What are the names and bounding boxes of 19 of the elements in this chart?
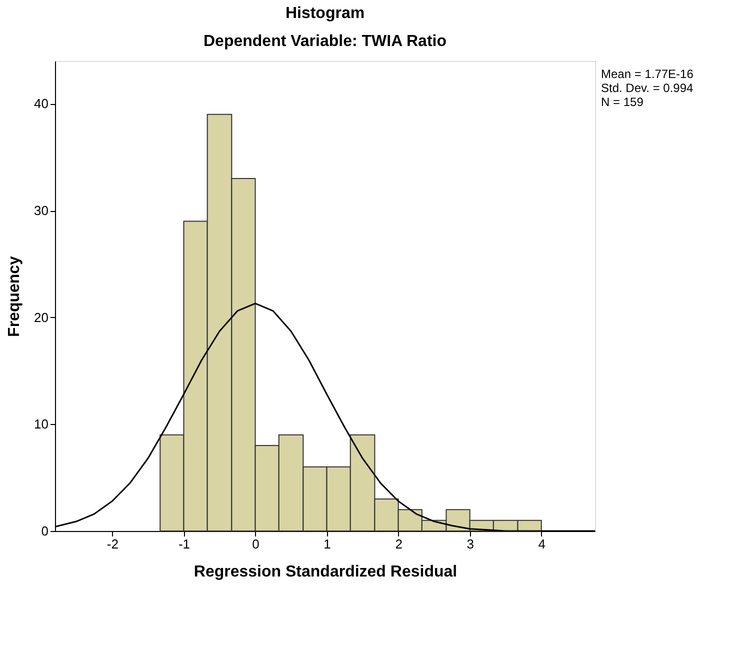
- y-tick-label: 0: [41, 524, 48, 538]
- text: Mean = 1.77E-16: [601, 67, 694, 81]
- y-tick-label: 10: [34, 416, 48, 432]
- y-tick-label: 40: [34, 96, 48, 112]
- x-axis-title: Regression Standardized Residual: [194, 564, 458, 580]
- x-tick-label: 4: [538, 536, 546, 552]
- chart-subtitle: Dependent Variable: TWIA Ratio: [204, 33, 447, 50]
- x-tick-label: -1: [178, 536, 190, 552]
- x-tick-label: 3: [466, 536, 474, 552]
- x-tick-label: 1: [324, 536, 331, 552]
- x-tick-label: 2: [395, 536, 402, 552]
- y-tick-label: 30: [34, 203, 48, 218]
- text: Std. Dev. = 0.994: [601, 81, 694, 95]
- chart-title: Histogram: [285, 5, 365, 22]
- y-axis-title: Frequency: [6, 256, 24, 337]
- x-tick-label: -2: [106, 536, 118, 552]
- x-tick-label: 0: [252, 536, 260, 552]
- y-tick-label: 20: [34, 310, 48, 325]
- text: N = 159: [601, 95, 644, 109]
